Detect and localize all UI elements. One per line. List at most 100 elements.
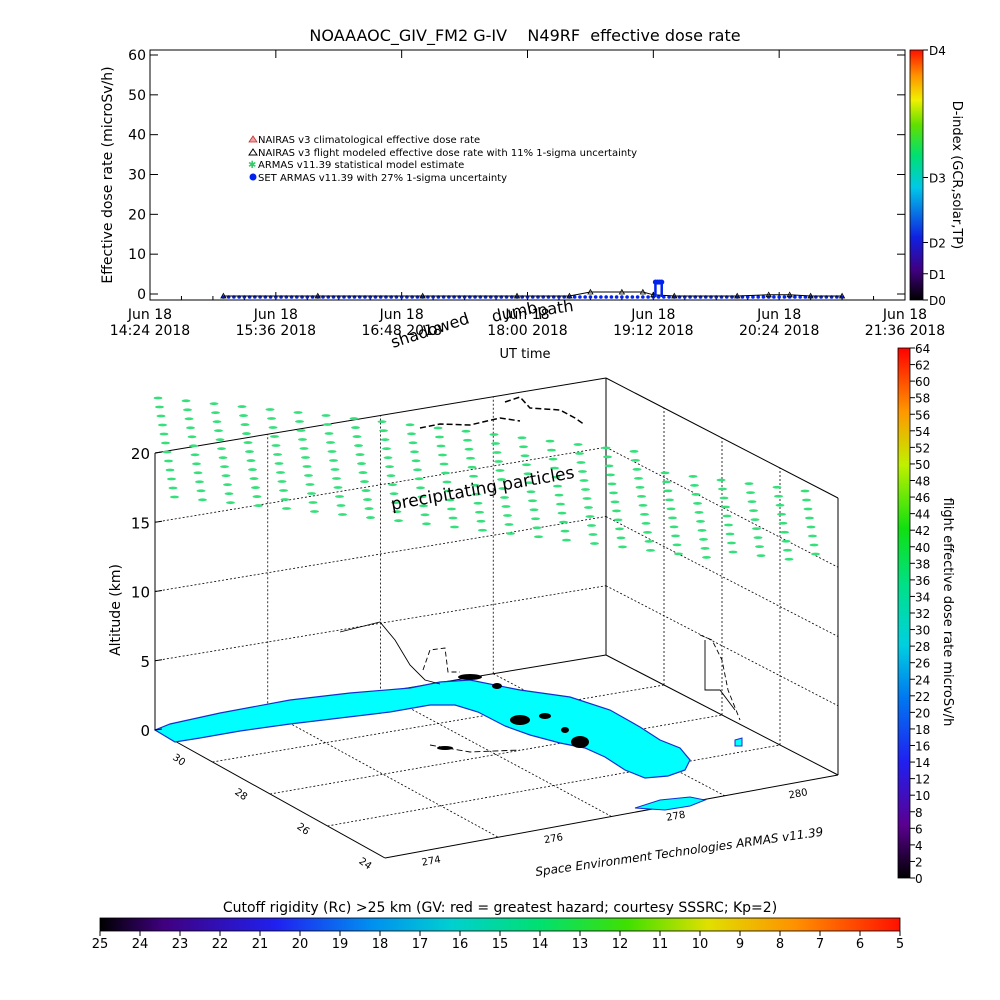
- box-edge: [384, 774, 839, 859]
- precip-mark: [271, 444, 281, 447]
- rigidity-tick-label: 15: [492, 937, 509, 952]
- rigidity-tick-label: 25: [92, 937, 109, 952]
- x-tick-label-date: Jun 18: [630, 307, 675, 323]
- precip-mark: [632, 467, 642, 471]
- precip-mark: [616, 536, 626, 540]
- precip-mark: [631, 458, 640, 462]
- precip-mark: [327, 450, 337, 453]
- precip-mark: [282, 507, 291, 510]
- precip-mark: [379, 429, 388, 433]
- z-gridline: [605, 585, 839, 707]
- set-armas-point: [578, 295, 582, 299]
- precip-mark: [700, 547, 710, 550]
- dose-tick-label: 42: [915, 524, 930, 538]
- nairas-flight-point: [639, 288, 647, 295]
- set-armas-point: [772, 295, 776, 299]
- dose-tick-label: 32: [915, 607, 930, 621]
- dose-tick-label: 10: [915, 789, 930, 803]
- precip-mark: [663, 489, 673, 493]
- ground-cluster: [571, 736, 589, 748]
- precip-mark: [604, 464, 614, 468]
- precip-mark: [643, 530, 652, 534]
- precip-mark: [391, 501, 400, 505]
- precip-mark: [637, 494, 646, 498]
- precip-mark: [385, 465, 394, 469]
- precip-mark: [606, 473, 615, 477]
- rigidity-colorbar-ticks: 25 24 23 22 21 20 19 18 17 16 15 14 13 12 11 10 9 8 7 6 5: [92, 931, 904, 952]
- dose-tick-label: 54: [915, 425, 930, 439]
- precip-mark: [719, 496, 729, 500]
- precip-mark: [470, 483, 480, 487]
- precip-mark: [196, 489, 206, 493]
- x-tick-label-time: 15:36 2018: [236, 323, 316, 339]
- legend-label: NAIRAS v3 flight modeled effective dose …: [258, 148, 637, 159]
- precip-mark: [694, 511, 704, 514]
- rigidity-tick-label: 16: [452, 937, 469, 952]
- precip-mark: [187, 435, 197, 439]
- precip-mark: [181, 399, 191, 403]
- precip-mark: [407, 432, 416, 436]
- dose-tick-label: 2: [915, 855, 923, 869]
- precip-mark: [220, 465, 229, 469]
- precip-mark: [669, 525, 679, 529]
- precip-mark: [469, 474, 478, 478]
- precip-mark: [388, 483, 397, 487]
- precip-mark: [578, 470, 587, 473]
- x-axis-label: UT time: [500, 347, 551, 362]
- precip-mark: [226, 501, 235, 505]
- precip-mark: [411, 459, 421, 463]
- legend-label: ARMAS v11.39 statistical model estimate: [258, 160, 464, 171]
- lon-tick-label: 278: [666, 810, 687, 824]
- dindex-tick-label: D0: [929, 294, 946, 308]
- precip-mark: [248, 468, 257, 471]
- precip-mark: [349, 417, 359, 420]
- precip-mark: [550, 466, 559, 470]
- precip-mark: [186, 426, 195, 430]
- x-tick-label-time: 19:12 2018: [613, 323, 693, 339]
- precip-mark: [806, 525, 816, 529]
- precip-mark: [410, 450, 419, 454]
- set-armas-point: [588, 295, 593, 299]
- island: [734, 737, 743, 747]
- precip-mark: [615, 527, 624, 531]
- overlay-label-path: path: [536, 296, 575, 320]
- precip-mark: [476, 519, 486, 523]
- precip-mark: [753, 536, 763, 540]
- precip-mark: [562, 538, 571, 542]
- precip-mark: [338, 513, 347, 516]
- z-tick-label: 20: [131, 445, 150, 463]
- precip-mark: [744, 482, 754, 486]
- z-tick: [154, 590, 163, 592]
- y-axis-label: Effective dose rate (microSv/h): [100, 66, 116, 283]
- set-armas-point: [583, 295, 587, 299]
- precip-mark: [702, 556, 711, 559]
- precip-mark: [243, 441, 253, 444]
- precip-mark: [193, 471, 203, 475]
- z-tick-label: 5: [140, 653, 150, 671]
- dose-colorbar: [897, 347, 911, 879]
- precip-mark: [212, 420, 222, 424]
- precip-mark: [641, 521, 651, 525]
- precip-mark: [464, 447, 474, 451]
- dindex-tick-label: D2: [929, 237, 946, 251]
- altitude-axis-label: Altitude (km): [108, 564, 124, 656]
- z-gridline: [605, 516, 839, 637]
- precip-mark: [504, 523, 514, 526]
- precip-mark: [413, 468, 422, 472]
- precip-mark: [560, 529, 570, 533]
- precip-mark: [672, 543, 682, 547]
- precip-mark: [276, 471, 285, 474]
- nairas-flight-point: [220, 292, 227, 299]
- precip-mark: [447, 507, 456, 511]
- precip-mark: [416, 486, 425, 490]
- track-segment: [699, 634, 741, 721]
- z-gridline: [154, 446, 607, 523]
- precip-mark: [783, 548, 792, 552]
- precip-mark: [441, 471, 450, 475]
- precip-mark: [336, 504, 346, 507]
- rigidity-tick-label: 13: [572, 937, 589, 952]
- legend-entry: NAIRAS v3 flight modeled effective dose …: [248, 148, 637, 159]
- ground-cluster: [492, 683, 502, 689]
- lon-tick-label: 274: [421, 855, 442, 869]
